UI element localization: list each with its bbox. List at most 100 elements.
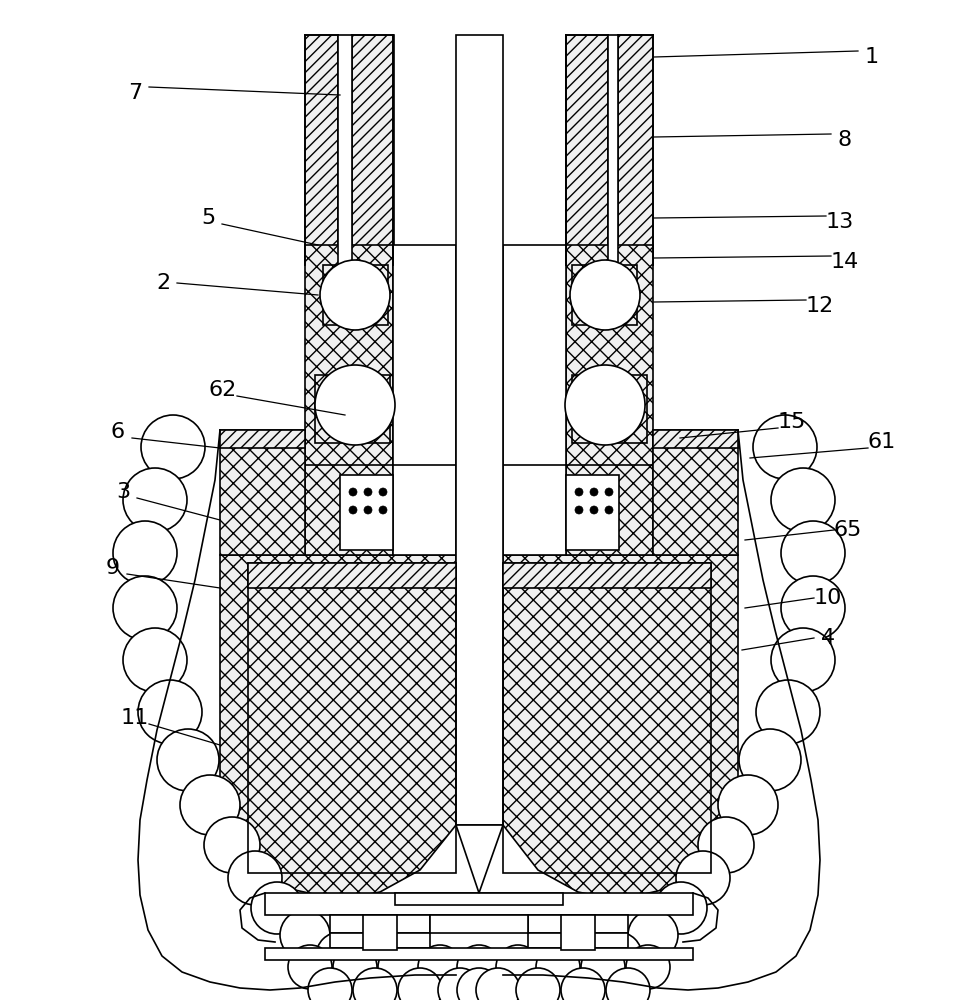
Bar [330, 933, 430, 948]
Circle shape [605, 506, 613, 514]
Text: 14: 14 [830, 252, 859, 272]
Bar [330, 915, 430, 933]
Circle shape [771, 468, 835, 532]
Circle shape [438, 968, 482, 1000]
Circle shape [123, 628, 187, 692]
Circle shape [288, 945, 332, 989]
Circle shape [457, 945, 501, 989]
Circle shape [698, 817, 754, 873]
Text: 15: 15 [778, 412, 807, 432]
Text: 8: 8 [838, 130, 852, 150]
Circle shape [739, 729, 801, 791]
Circle shape [364, 488, 372, 496]
Bar [503, 245, 566, 480]
Bar [248, 563, 456, 873]
Circle shape [516, 968, 560, 1000]
Circle shape [320, 260, 390, 330]
Circle shape [251, 882, 303, 934]
Circle shape [123, 468, 187, 532]
Circle shape [565, 365, 645, 445]
Circle shape [141, 415, 205, 479]
Bar [566, 465, 653, 555]
Circle shape [395, 951, 441, 997]
Circle shape [398, 968, 442, 1000]
Bar [323, 265, 388, 325]
Text: 65: 65 [833, 520, 862, 540]
Text: 12: 12 [806, 296, 834, 316]
Bar [618, 35, 653, 265]
Text: 11: 11 [121, 708, 150, 728]
Bar [352, 35, 394, 265]
Text: 1: 1 [865, 47, 879, 67]
Bar [503, 465, 566, 555]
Bar [393, 35, 566, 265]
Text: 9: 9 [105, 558, 120, 578]
Circle shape [605, 488, 613, 496]
Circle shape [476, 968, 520, 1000]
Circle shape [570, 260, 640, 330]
Circle shape [364, 506, 372, 514]
Bar [248, 563, 456, 588]
Bar [528, 915, 628, 933]
Circle shape [781, 576, 845, 640]
Bar [572, 265, 637, 325]
Bar [528, 933, 628, 948]
Circle shape [771, 628, 835, 692]
Circle shape [349, 488, 357, 496]
Circle shape [628, 910, 678, 960]
Polygon shape [220, 555, 456, 900]
Bar [220, 430, 305, 555]
Circle shape [517, 951, 563, 997]
Circle shape [308, 968, 352, 1000]
Text: 2: 2 [156, 273, 170, 293]
Circle shape [590, 506, 598, 514]
Circle shape [113, 576, 177, 640]
Circle shape [676, 851, 730, 905]
Text: 10: 10 [814, 588, 842, 608]
Bar [572, 375, 647, 443]
Circle shape [228, 851, 282, 905]
Circle shape [606, 968, 650, 1000]
Text: 4: 4 [821, 628, 835, 648]
Circle shape [557, 945, 603, 991]
Bar [566, 475, 619, 550]
Bar [305, 35, 338, 265]
Circle shape [349, 506, 357, 514]
Circle shape [496, 945, 540, 989]
Bar [393, 245, 456, 480]
Text: 13: 13 [826, 212, 854, 232]
Text: 5: 5 [200, 208, 215, 228]
Bar [456, 35, 503, 825]
Bar [305, 245, 393, 480]
Text: 62: 62 [209, 380, 237, 400]
Bar [265, 893, 693, 915]
Polygon shape [456, 825, 503, 893]
Circle shape [355, 945, 401, 991]
Bar [338, 35, 352, 265]
Circle shape [655, 882, 707, 934]
Circle shape [180, 775, 240, 835]
Bar [305, 465, 393, 555]
Bar [566, 35, 608, 265]
Bar [430, 915, 528, 933]
Bar [503, 563, 711, 873]
Bar [340, 475, 393, 550]
Circle shape [594, 932, 642, 980]
Circle shape [626, 945, 670, 989]
Circle shape [418, 945, 462, 989]
Text: 7: 7 [128, 83, 142, 103]
Circle shape [315, 365, 395, 445]
Polygon shape [503, 555, 738, 900]
Circle shape [575, 506, 583, 514]
Circle shape [280, 910, 330, 960]
Circle shape [756, 680, 820, 744]
Circle shape [575, 488, 583, 496]
Bar [561, 915, 595, 950]
Circle shape [590, 488, 598, 496]
Bar [265, 948, 693, 960]
Circle shape [581, 945, 625, 989]
Circle shape [379, 506, 387, 514]
Circle shape [316, 932, 364, 980]
Bar [653, 430, 738, 448]
Circle shape [138, 680, 202, 744]
